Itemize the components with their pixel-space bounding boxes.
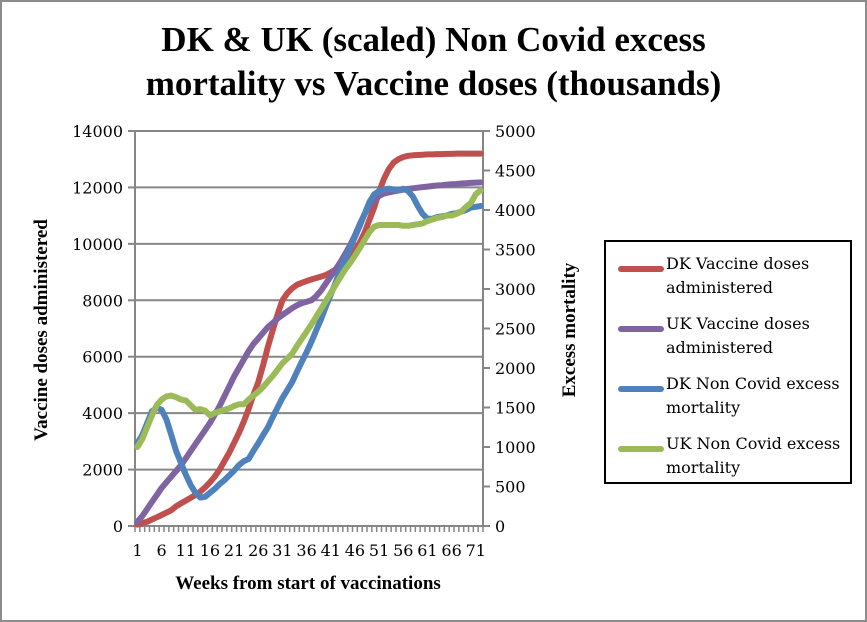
y-tick-label: 4000: [82, 404, 123, 423]
x-tick-label: 6: [156, 541, 166, 560]
legend-swatch-dk-mortality: [618, 386, 664, 392]
x-tick-label: 41: [321, 541, 341, 560]
y2-tick-label: 5000: [495, 122, 536, 141]
x-tick-label: 16: [200, 541, 220, 560]
x-tick-label: 71: [466, 541, 486, 560]
y2-tick-label: 4500: [495, 162, 536, 181]
series-lines: [134, 150, 484, 528]
legend-swatch-dk-vaccine: [618, 266, 664, 272]
y2-tick-label: 4000: [495, 201, 536, 220]
y-tick-label: 10000: [72, 235, 123, 254]
legend-item: DK Non Covid excess mortality: [612, 374, 852, 436]
axes: [128, 130, 490, 532]
legend-item: UK Vaccine doses administered: [612, 314, 852, 376]
legend-label: UK Non Covid excess mortality: [666, 434, 841, 477]
legend-label: DK Vaccine doses administered: [666, 254, 810, 297]
y-tick-label: 6000: [82, 348, 123, 367]
y2-axis-title: Excess mortality: [559, 262, 580, 397]
y-tick-label: 0: [113, 517, 123, 536]
y2-tick-label: 3500: [495, 241, 536, 260]
y-tick-label: 2000: [82, 461, 123, 480]
x-tick-label: 61: [417, 541, 437, 560]
y2-tick-label: 500: [495, 478, 526, 497]
y-tick-label: 12000: [72, 178, 123, 197]
chart-title-line-1: DK & UK (scaled) Non Covid excess: [161, 20, 706, 59]
y-tick-label: 8000: [82, 291, 123, 310]
x-tick-label: 11: [176, 541, 196, 560]
x-tick-label: 56: [393, 541, 413, 560]
legend-swatch-uk-vaccine: [618, 326, 664, 332]
x-tick-label: 21: [224, 541, 244, 560]
y2-tick-label: 0: [495, 517, 505, 536]
legend-label: DK Non Covid excess mortality: [666, 374, 840, 417]
y-axis-title: Vaccine doses administered: [31, 219, 52, 441]
chart-title-line-2: mortality vs Vaccine doses (thousands): [145, 64, 722, 103]
tick-labels: 0200040006000800010000120001400005001000…: [72, 122, 536, 560]
y2-tick-label: 1000: [495, 438, 536, 457]
legend-item: DK Vaccine doses administered: [612, 254, 852, 316]
legend: DK Vaccine doses administered UK Vaccine…: [604, 240, 852, 484]
y2-tick-label: 2500: [495, 320, 536, 339]
y2-tick-label: 3000: [495, 280, 536, 299]
y-tick-label: 14000: [72, 122, 123, 141]
x-tick-label: 1: [132, 541, 142, 560]
x-axis-title: Weeks from start of vaccinations: [175, 573, 441, 594]
y2-tick-label: 1500: [495, 399, 536, 418]
x-tick-label: 31: [272, 541, 292, 560]
chart-title: DK & UK (scaled) Non Covid excess mortal…: [0, 18, 867, 106]
legend-swatch-uk-mortality: [618, 446, 664, 452]
legend-item: UK Non Covid excess mortality: [612, 434, 852, 496]
series-line-uk-vaccine-doses-administered: [134, 179, 484, 525]
series-line-dk-non-covid-excess-mortality: [134, 185, 484, 501]
x-tick-label: 36: [296, 541, 316, 560]
y2-tick-label: 2000: [495, 359, 536, 378]
series-line-uk-non-covid-excess-mortality: [134, 187, 484, 450]
x-tick-label: 26: [248, 541, 268, 560]
x-tick-label: 66: [441, 541, 461, 560]
x-tick-label: 46: [345, 541, 365, 560]
x-tick-label: 51: [369, 541, 389, 560]
legend-label: UK Vaccine doses administered: [666, 314, 810, 357]
